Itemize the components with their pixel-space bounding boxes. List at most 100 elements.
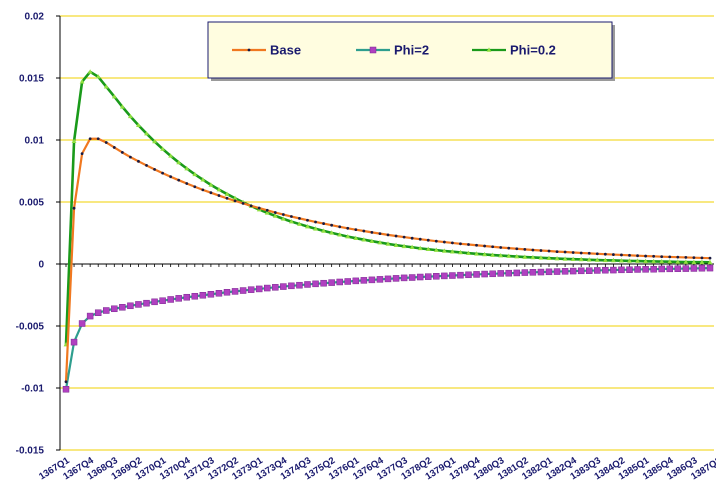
phi-0-2-point (619, 258, 624, 263)
base-point (676, 255, 680, 259)
base-point (402, 235, 406, 239)
phi-0-2-point (192, 171, 198, 177)
phi-2-point (159, 297, 166, 304)
phi-0-2-point (329, 230, 335, 235)
legend-label: Phi=2 (394, 43, 429, 58)
series-line (64, 266, 711, 390)
y-axis-ticks: -0.015 -0.01 -0.005 0 0.005 0.01 0.015 0.02 (16, 12, 60, 457)
base-point (644, 254, 647, 258)
phi-2-point (368, 276, 376, 284)
base-point (72, 206, 76, 210)
phi-2-point (537, 268, 545, 276)
phi-0-2-point (361, 237, 367, 242)
base-point (555, 250, 559, 254)
phi-0-2-point (224, 191, 230, 196)
base-point (499, 246, 503, 249)
phi-2-point (473, 271, 480, 278)
phi-0-2-point (602, 257, 608, 263)
base-point (652, 254, 656, 258)
phi-0-2-point (79, 79, 85, 84)
base-point (88, 137, 92, 141)
base-point (161, 171, 165, 175)
base-point (225, 196, 229, 200)
phi-0-2-point (651, 258, 657, 264)
y-tick-label: 0 (38, 260, 44, 271)
phi-0-2-point (184, 165, 190, 171)
phi-2-point (296, 281, 303, 289)
axes (59, 16, 714, 450)
base-point (442, 240, 446, 244)
base-point (346, 226, 350, 230)
phi-2-point (529, 269, 537, 276)
base-point (322, 222, 325, 225)
base-point (603, 252, 607, 256)
base-point (153, 167, 156, 171)
base-point (628, 253, 631, 257)
base-point (290, 215, 293, 218)
phi-0-2-point (289, 218, 294, 224)
phi-0-2-point (208, 182, 214, 187)
phi-0-2-point (635, 258, 640, 263)
phi-0-2-point (401, 243, 407, 249)
phi-2-point (376, 276, 384, 283)
phi-0-2-point (144, 130, 149, 136)
base-point (434, 239, 438, 243)
base-point (668, 255, 672, 259)
phi-2-point (369, 46, 377, 54)
phi-2-point (610, 266, 617, 274)
base-point (64, 380, 68, 384)
phi-2-point (690, 265, 698, 272)
phi-0-2-point (377, 239, 383, 245)
base-point (193, 185, 197, 189)
gridlines (60, 15, 714, 451)
base-point (660, 255, 664, 259)
y-tick-label: 0.005 (19, 198, 44, 209)
phi-0-2-point (321, 228, 326, 233)
phi-0-2-point (466, 250, 471, 256)
phi-2-point (674, 265, 682, 272)
phi-2-point (103, 307, 110, 314)
phi-0-2-point (611, 257, 616, 263)
phi-2-point (119, 304, 126, 311)
phi-2-point (239, 287, 247, 294)
base-point (459, 242, 462, 246)
phi-2-point (62, 385, 70, 393)
phi-2-point (143, 299, 150, 307)
base-point (265, 208, 269, 212)
base-point (700, 256, 704, 260)
phi-2-point (384, 275, 392, 283)
base-point (386, 233, 390, 237)
base-point (579, 251, 583, 255)
phi-2-point (255, 285, 263, 293)
phi-0-2-point (345, 233, 351, 239)
legend-item: Phi=2 (356, 43, 429, 58)
phi-0-2-point (409, 244, 415, 250)
phi-2-point (392, 275, 400, 282)
base-point (362, 229, 366, 233)
phi-0-2-point (111, 94, 117, 99)
phi-2-point (513, 269, 521, 277)
phi-2-point (408, 274, 416, 281)
legend-label: Phi=0.2 (510, 43, 556, 58)
phi-2-point (328, 279, 335, 286)
series-lines (62, 69, 714, 393)
base-point (571, 251, 575, 254)
phi-2-point (167, 296, 174, 303)
phi-0-2-point (264, 210, 270, 215)
phi-0-2-point (675, 259, 681, 264)
phi-2-point (586, 267, 593, 274)
phi-2-point (191, 292, 199, 300)
base-point (201, 188, 205, 192)
phi-0-2-point (385, 241, 391, 246)
base-point (692, 256, 696, 260)
phi-0-2-point (280, 216, 286, 221)
base-point (217, 194, 221, 197)
phi-0-2-point (474, 251, 479, 256)
phi-0-2-point (417, 245, 423, 251)
phi-0-2-point (498, 252, 504, 258)
legend-item: Phi=0.2 (472, 43, 556, 58)
base-point (539, 249, 543, 252)
base-point (177, 178, 181, 182)
base-point (410, 236, 414, 240)
phi-0-2-point (297, 221, 302, 226)
